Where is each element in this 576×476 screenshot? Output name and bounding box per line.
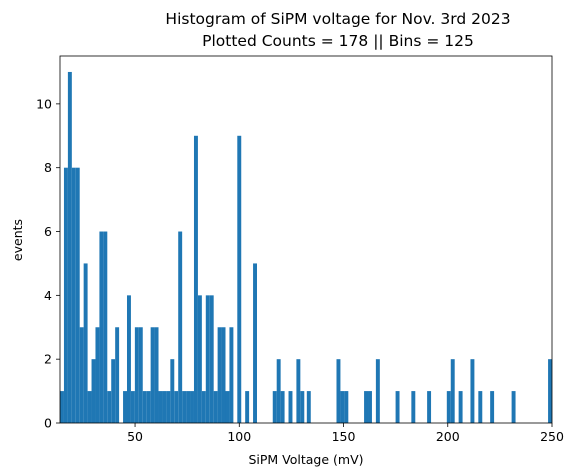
histogram-bar	[111, 359, 116, 423]
x-tick-label: 200	[436, 429, 460, 444]
histogram-bar	[197, 295, 202, 423]
histogram-bar	[296, 359, 301, 423]
histogram-bar	[158, 391, 163, 423]
x-tick-label: 150	[332, 429, 356, 444]
histogram-bar	[450, 359, 455, 423]
histogram-bar	[130, 391, 135, 423]
histogram-bar	[209, 295, 214, 423]
histogram-bar	[186, 391, 191, 423]
plot-frame	[59, 55, 553, 424]
chart-title: Histogram of SiPM voltage for Nov. 3rd 2…	[165, 10, 510, 28]
histogram-bar	[115, 327, 120, 423]
histogram-bar	[87, 391, 92, 423]
histogram-bar	[368, 391, 372, 423]
histogram-bar	[411, 391, 416, 423]
histogram-bar	[201, 391, 206, 423]
y-tick-label: 4	[44, 288, 52, 303]
histogram-bar	[134, 327, 139, 423]
histogram-bar	[79, 327, 84, 423]
histogram-bar	[344, 391, 349, 423]
histogram-bar	[150, 327, 155, 423]
y-tick-label: 6	[44, 224, 52, 239]
histogram-bar	[166, 391, 171, 423]
histogram-bar	[306, 391, 311, 423]
histogram-bar	[276, 359, 281, 423]
chart-subtitle: Plotted Counts = 178 || Bins = 125	[202, 32, 474, 50]
histogram-bar	[67, 71, 72, 424]
histogram-bar	[178, 231, 183, 423]
histogram-bar	[217, 327, 222, 423]
histogram-bar	[75, 167, 80, 423]
histogram-bar	[123, 391, 127, 423]
histogram-bar	[280, 391, 285, 423]
histogram-bar	[174, 391, 179, 423]
histogram-bar	[470, 359, 475, 423]
histogram-bar	[154, 327, 159, 423]
histogram-bar	[99, 231, 104, 423]
histogram-bar	[237, 135, 242, 424]
histogram-bar	[71, 167, 76, 423]
histogram-bar	[288, 391, 293, 423]
x-axis-ticks: 50 100 150 200 250	[127, 423, 564, 444]
histogram-bar	[511, 391, 516, 423]
histogram-bar	[490, 391, 495, 423]
histogram-bar	[142, 391, 147, 423]
histogram-bar	[340, 391, 345, 423]
histogram-bar	[193, 135, 198, 424]
y-tick-label: 8	[44, 160, 52, 175]
histogram-bar	[446, 391, 451, 423]
y-tick-label: 10	[36, 96, 52, 111]
y-axis-ticks: 0 2 4 6 8 10	[36, 96, 60, 431]
histogram-bar	[300, 391, 305, 423]
bars-group	[60, 71, 552, 424]
histogram-bar	[225, 391, 230, 423]
histogram-bar	[336, 359, 341, 423]
histogram-bar	[103, 231, 108, 423]
histogram-bar	[126, 295, 131, 423]
histogram-bar	[170, 359, 175, 423]
histogram-bar	[83, 263, 88, 423]
histogram-bar	[107, 391, 112, 423]
histogram-bar	[245, 391, 250, 423]
y-tick-label: 2	[44, 352, 52, 367]
histogram-bar	[375, 359, 380, 423]
histogram-bar	[190, 391, 194, 423]
histogram-bar	[548, 359, 552, 423]
histogram-bar	[229, 327, 234, 423]
histogram-bar	[146, 391, 151, 423]
histogram-bar	[63, 167, 68, 423]
x-tick-label: 50	[127, 429, 143, 444]
histogram-bar	[427, 391, 432, 423]
histogram-bar	[395, 391, 400, 423]
histogram-bar	[95, 327, 100, 423]
histogram-bar	[162, 391, 167, 423]
y-tick-label: 0	[44, 416, 52, 431]
histogram-bar	[213, 391, 218, 423]
x-tick-label: 100	[227, 429, 251, 444]
histogram-bar	[60, 391, 64, 423]
x-axis-label: SiPM Voltage (mV)	[248, 452, 363, 467]
histogram-bar	[253, 263, 257, 423]
histogram-bar	[478, 391, 483, 423]
histogram-bar	[182, 391, 187, 423]
histogram-bar	[364, 391, 369, 423]
histogram-bar	[138, 327, 143, 423]
x-tick-label: 250	[540, 429, 564, 444]
histogram-bar	[205, 295, 210, 423]
histogram-bar	[91, 359, 96, 423]
histogram-bar	[221, 327, 226, 423]
y-axis-label: events	[10, 219, 25, 261]
histogram-bar	[458, 391, 463, 423]
histogram-bar	[272, 391, 277, 423]
